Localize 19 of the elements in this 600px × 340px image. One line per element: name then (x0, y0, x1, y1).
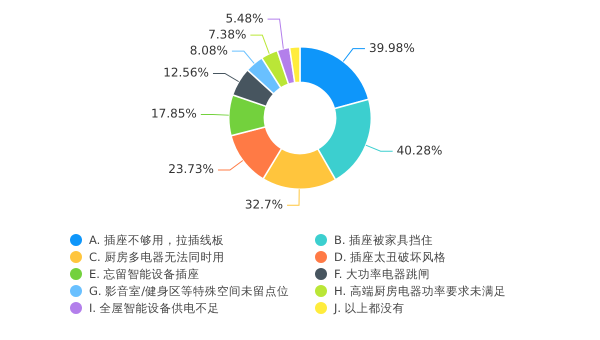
legend-label: D. 插座太丑破坏风格 (334, 250, 446, 264)
legend-label: J. 以上都没有 (334, 300, 405, 316)
data-label: 8.08% (190, 43, 228, 58)
legend-label: H. 高端厨房电器功率要求未满足 (334, 284, 506, 298)
data-label: 23.73% (168, 162, 214, 176)
data-label: 39.98% (368, 40, 415, 55)
data-label: 7.38% (208, 27, 246, 42)
legend-label: G. 影音室/健身区等特殊空间未留点位 (89, 284, 290, 298)
legend-label: A. 插座不够用，拉插线板 (89, 232, 224, 248)
legend-label: B. 插座被家具挡住 (334, 232, 434, 248)
legend-label: I. 全屋智能设备供电不足 (89, 300, 220, 316)
legend-label: E. 忘留智能设备插座 (89, 266, 200, 282)
legend-label: C. 厨房多电器无法同时用 (89, 250, 224, 264)
data-label: 40.28% (396, 143, 442, 158)
legend-label: F. 大功率电器跳闸 (334, 266, 430, 282)
data-label: 17.85% (151, 106, 197, 121)
data-label: 32.7% (244, 197, 284, 212)
data-label: 5.48% (225, 11, 264, 26)
data-label: 12.56% (163, 66, 209, 80)
